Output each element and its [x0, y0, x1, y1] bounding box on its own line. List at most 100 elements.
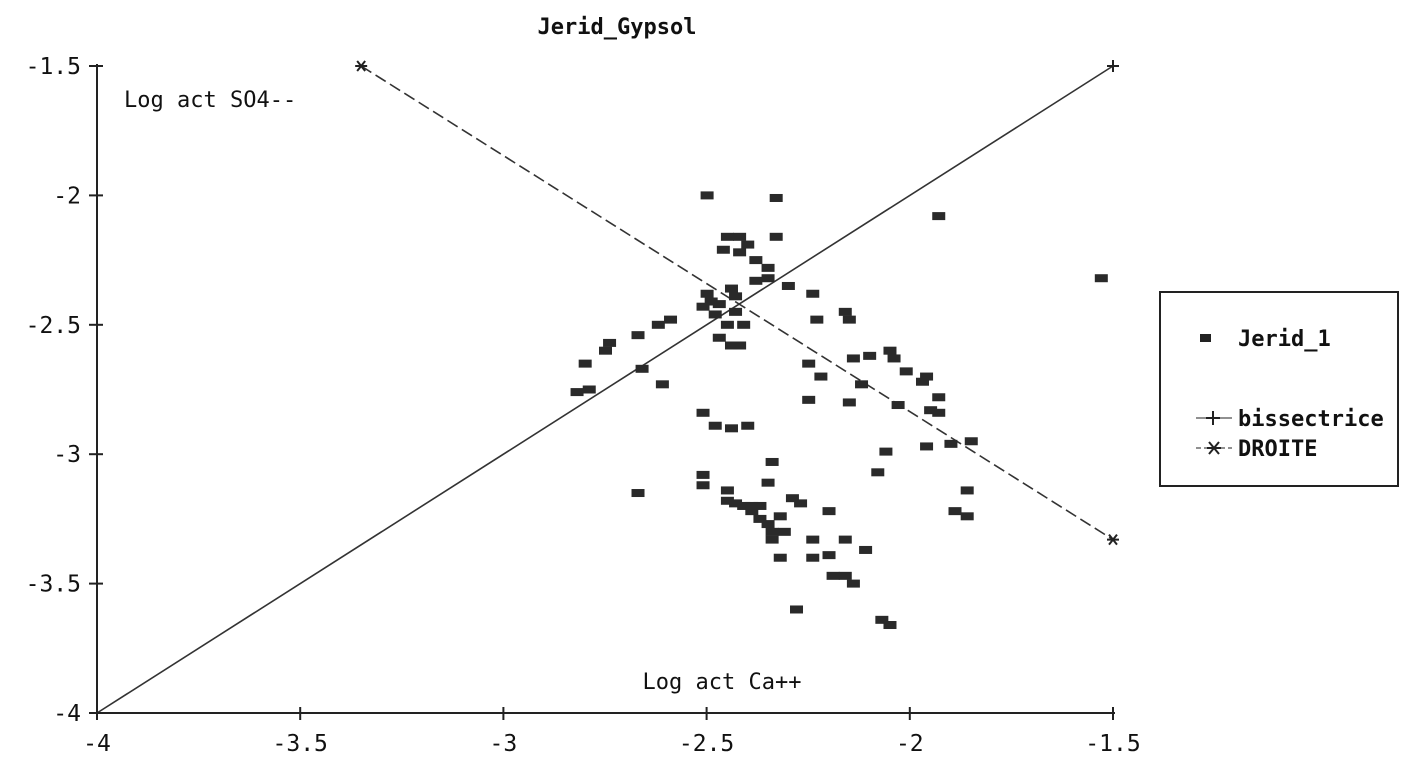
legend-item-jerid: Jerid_1	[1200, 327, 1331, 352]
jerid-data-point	[855, 380, 869, 389]
jerid-data-point	[773, 512, 787, 521]
jerid-data-point	[915, 377, 929, 386]
jerid-data-point	[777, 527, 791, 536]
jerid-data-point	[826, 571, 840, 580]
jerid-data-point	[720, 486, 734, 495]
jerid-data-point	[838, 535, 852, 544]
series-lines	[91, 60, 1119, 719]
y-tick-label: -1.5	[26, 54, 81, 80]
jerid-data-point	[578, 359, 592, 368]
y-axis-label: Log act SO4--	[124, 88, 296, 113]
jerid-data-point	[737, 320, 751, 329]
jerid-data-point	[753, 501, 767, 510]
droite-line	[360, 65, 1114, 541]
legend-asterisk-marker	[1207, 441, 1221, 455]
jerid-data-point	[790, 605, 804, 614]
jerid-data-point	[846, 579, 860, 588]
jerid-data-point	[582, 385, 596, 394]
jerid-data-point	[635, 364, 649, 373]
jerid-data-point	[814, 372, 828, 381]
jerid-data-point	[716, 245, 730, 254]
droite-asterisk-marker	[1107, 533, 1119, 546]
jerid-data-point	[887, 354, 901, 363]
jerid-data-point	[822, 551, 836, 560]
jerid-data-point	[810, 315, 824, 324]
jerid-data-point	[724, 341, 738, 350]
jerid-data-point	[729, 307, 743, 316]
jerid-data-point	[696, 302, 710, 311]
jerid-data-point	[871, 468, 885, 477]
jerid-data-point	[696, 470, 710, 479]
jerid-data-point	[806, 535, 820, 544]
jerid-data-point	[651, 320, 665, 329]
jerid-data-point	[741, 421, 755, 430]
jerid-data-point	[737, 501, 751, 510]
jerid-data-point	[773, 553, 787, 562]
x-axis-label: Log act Ca++	[643, 670, 802, 695]
jerid-data-point	[570, 388, 584, 397]
jerid-data-point	[785, 494, 799, 503]
bissectrice-plus-marker	[91, 707, 103, 719]
jerid-data-point	[761, 274, 775, 283]
jerid-data-point	[765, 527, 779, 536]
jerid-data-point	[806, 553, 820, 562]
legend-square-marker	[1200, 334, 1211, 342]
jerid-data-point	[920, 442, 934, 451]
x-tick-label: -3.5	[273, 731, 328, 757]
jerid-data-point	[822, 507, 836, 516]
y-tick-label: -3	[53, 442, 81, 468]
jerid-data-point	[944, 439, 958, 448]
jerid-data-point	[708, 310, 722, 319]
jerid-data-point	[733, 248, 747, 257]
bissectrice-plus-marker	[1107, 60, 1119, 72]
jerid-data-point	[960, 512, 974, 521]
jerid-data-point	[745, 507, 759, 516]
jerid-data-point	[879, 447, 893, 456]
jerid-data-point	[761, 478, 775, 487]
jerid-data-point	[891, 401, 905, 410]
jerid-data-point	[664, 315, 678, 324]
jerid-data-point	[932, 408, 946, 417]
jerid-data-point	[765, 535, 779, 544]
jerid-data-point	[802, 359, 816, 368]
jerid-data-point	[696, 408, 710, 417]
axes: -4 -3.5 -3 -2.5 -2 -1.5 -1.5 -2 -2.5 -3 -3.5 -4	[26, 54, 1141, 757]
jerid-data-point	[745, 501, 759, 510]
jerid-data-point	[769, 232, 783, 241]
x-tick-label: -1.5	[1085, 731, 1140, 757]
bissectrice-line	[96, 65, 1114, 714]
jerid-data-point	[920, 372, 934, 381]
jerid-data-point	[700, 289, 714, 298]
y-tick-label: -2.5	[26, 313, 81, 339]
jerid-data-point	[655, 380, 669, 389]
jerid-data-point	[932, 212, 946, 221]
legend-box	[1159, 291, 1399, 487]
jerid-data-point	[631, 331, 645, 340]
jerid-data-point	[724, 284, 738, 293]
jerid-data-point	[696, 481, 710, 490]
jerid-data-point	[749, 276, 763, 285]
jerid-data-point	[733, 232, 747, 241]
jerid-data-point	[631, 489, 645, 498]
jerid-data-point	[599, 346, 612, 355]
legend-item-droite: DROITE	[1196, 437, 1317, 462]
jerid-data-point	[704, 297, 718, 306]
legend-label-jerid: Jerid_1	[1238, 327, 1331, 352]
data-points	[570, 191, 1108, 630]
jerid-data-point	[741, 240, 755, 249]
legend-label-bissectrice: bissectrice	[1238, 407, 1384, 432]
chart-title: Jerid_Gypsol	[538, 15, 697, 40]
y-tick-label: -4	[53, 701, 81, 727]
jerid-data-point	[729, 292, 743, 301]
droite-asterisk-marker	[355, 60, 368, 72]
jerid-data-point	[948, 507, 962, 516]
jerid-data-point	[761, 263, 775, 272]
jerid-data-point	[724, 424, 738, 433]
legend-item-bissectrice: bissectrice	[1196, 407, 1384, 432]
jerid-data-point	[838, 307, 852, 316]
jerid-data-point	[863, 351, 877, 360]
jerid-data-point	[720, 232, 734, 241]
jerid-data-point	[924, 406, 938, 415]
legend: Jerid_1 bissectrice DROITE	[1159, 291, 1399, 487]
